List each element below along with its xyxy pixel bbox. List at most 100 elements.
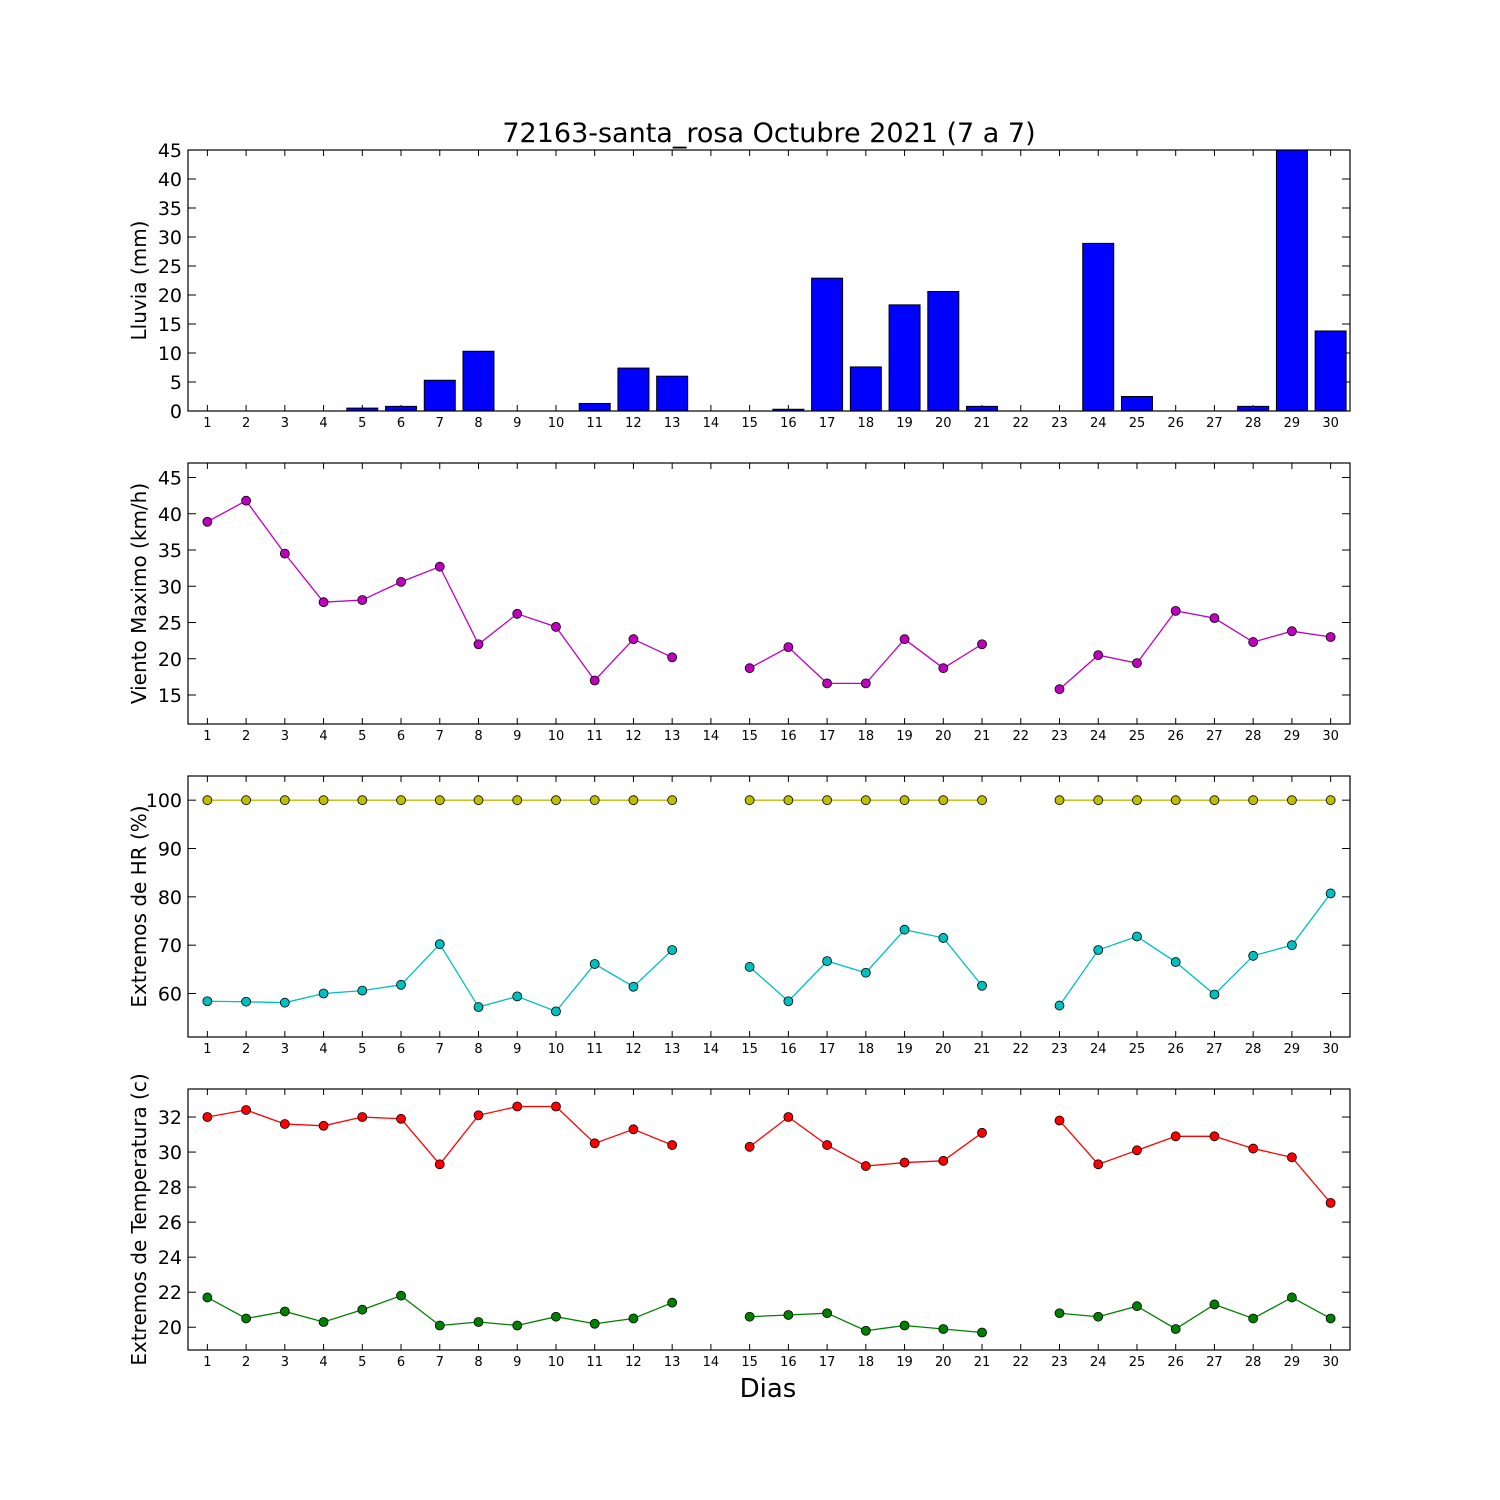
x-tick-label: 30 bbox=[1322, 729, 1339, 744]
x-tick-label: 9 bbox=[513, 1042, 521, 1057]
data-point bbox=[1325, 1197, 1336, 1208]
data-point bbox=[589, 959, 600, 969]
data-point bbox=[434, 939, 445, 950]
x-tick-label: 28 bbox=[1245, 1042, 1262, 1057]
data-point bbox=[1209, 795, 1220, 806]
data-point bbox=[551, 1311, 561, 1322]
data-point bbox=[667, 795, 678, 806]
y-tick-label: 0 bbox=[170, 401, 182, 423]
y-tick-label: 25 bbox=[158, 613, 182, 635]
data-point bbox=[1248, 637, 1259, 647]
x-tick-label: 2 bbox=[242, 1355, 250, 1370]
series-line bbox=[1059, 1120, 1332, 1204]
data-point bbox=[822, 795, 832, 806]
x-tick-label: 9 bbox=[513, 729, 521, 744]
data-point bbox=[357, 795, 368, 806]
y-tick-label: 32 bbox=[158, 1107, 182, 1129]
x-tick-label: 30 bbox=[1322, 416, 1339, 431]
data-point bbox=[783, 642, 794, 653]
x-tick-label: 14 bbox=[703, 729, 720, 744]
x-tick-label: 5 bbox=[358, 416, 366, 431]
data-point bbox=[318, 1120, 329, 1131]
x-tick-label: 26 bbox=[1167, 1042, 1184, 1057]
data-point bbox=[202, 795, 213, 806]
x-tick-label: 22 bbox=[1012, 1355, 1029, 1370]
data-point bbox=[783, 996, 794, 1007]
y-tick-label: 30 bbox=[158, 576, 182, 598]
data-point bbox=[434, 795, 445, 806]
data-point bbox=[977, 1327, 987, 1338]
data-point bbox=[551, 1006, 561, 1017]
plot-frame bbox=[187, 462, 1351, 725]
y-tick-label: 25 bbox=[158, 256, 182, 278]
data-point bbox=[1132, 931, 1142, 942]
x-tick-label: 2 bbox=[242, 1042, 250, 1057]
data-point bbox=[473, 795, 484, 806]
x-tick-label: 23 bbox=[1051, 1355, 1068, 1370]
data-point bbox=[822, 956, 832, 967]
data-point bbox=[899, 634, 910, 645]
data-point bbox=[667, 1140, 678, 1150]
data-point bbox=[202, 516, 213, 527]
data-point bbox=[667, 652, 678, 663]
data-point bbox=[434, 1159, 445, 1170]
series-line bbox=[1059, 1296, 1331, 1330]
x-tick-label: 13 bbox=[664, 416, 681, 431]
data-point bbox=[628, 1313, 639, 1324]
data-point bbox=[1325, 795, 1336, 806]
data-point bbox=[860, 678, 871, 689]
bar bbox=[1120, 396, 1153, 412]
data-point bbox=[202, 1112, 213, 1122]
data-point bbox=[357, 1112, 368, 1122]
bar bbox=[385, 405, 418, 412]
x-tick-label: 14 bbox=[703, 416, 720, 431]
x-tick-label: 23 bbox=[1051, 1042, 1068, 1057]
x-tick-label: 30 bbox=[1322, 1042, 1339, 1057]
x-tick-label: 25 bbox=[1129, 416, 1146, 431]
x-tick-label: 11 bbox=[586, 416, 603, 431]
x-tick-label: 7 bbox=[436, 1355, 444, 1370]
y-tick-label: 40 bbox=[158, 169, 182, 191]
x-tick-label: 24 bbox=[1090, 1042, 1107, 1057]
x-tick-label: 17 bbox=[819, 1355, 836, 1370]
x-tick-label: 14 bbox=[703, 1042, 720, 1057]
x-tick-label: 27 bbox=[1206, 1042, 1223, 1057]
bar bbox=[811, 277, 844, 412]
bar bbox=[656, 375, 689, 412]
data-point bbox=[1248, 795, 1259, 806]
x-tick-label: 19 bbox=[896, 416, 913, 431]
data-point bbox=[1170, 1324, 1181, 1334]
x-tick-label: 21 bbox=[974, 1355, 991, 1370]
x-tick-label: 24 bbox=[1090, 729, 1107, 744]
bar bbox=[927, 291, 960, 412]
bar bbox=[423, 379, 456, 412]
data-point bbox=[318, 1317, 329, 1327]
data-point bbox=[1093, 795, 1104, 806]
data-point bbox=[1170, 606, 1181, 616]
data-point bbox=[357, 595, 368, 605]
data-point bbox=[1054, 684, 1065, 695]
x-tick-label: 26 bbox=[1167, 1355, 1184, 1370]
data-point bbox=[938, 795, 949, 806]
x-tick-label: 29 bbox=[1284, 416, 1301, 431]
x-tick-label: 5 bbox=[358, 729, 366, 744]
data-point bbox=[822, 1308, 832, 1319]
data-point bbox=[1287, 626, 1297, 637]
x-tick-label: 10 bbox=[548, 729, 565, 744]
x-tick-label: 12 bbox=[625, 1042, 642, 1057]
data-point bbox=[744, 962, 755, 972]
x-tick-label: 3 bbox=[281, 1355, 289, 1370]
y-axis-label: Extremos de HR (%) bbox=[127, 805, 151, 1007]
data-point bbox=[434, 1320, 445, 1331]
bar bbox=[1314, 330, 1347, 412]
data-point bbox=[744, 663, 755, 674]
x-tick-label: 28 bbox=[1245, 1355, 1262, 1370]
x-tick-label: 3 bbox=[281, 1042, 289, 1057]
x-tick-label: 28 bbox=[1245, 416, 1262, 431]
x-tick-label: 7 bbox=[436, 1042, 444, 1057]
data-point bbox=[977, 639, 987, 650]
data-point bbox=[899, 795, 910, 806]
plot-frame bbox=[187, 1088, 1351, 1351]
data-point bbox=[1209, 989, 1220, 1000]
x-tick-label: 24 bbox=[1090, 1355, 1107, 1370]
